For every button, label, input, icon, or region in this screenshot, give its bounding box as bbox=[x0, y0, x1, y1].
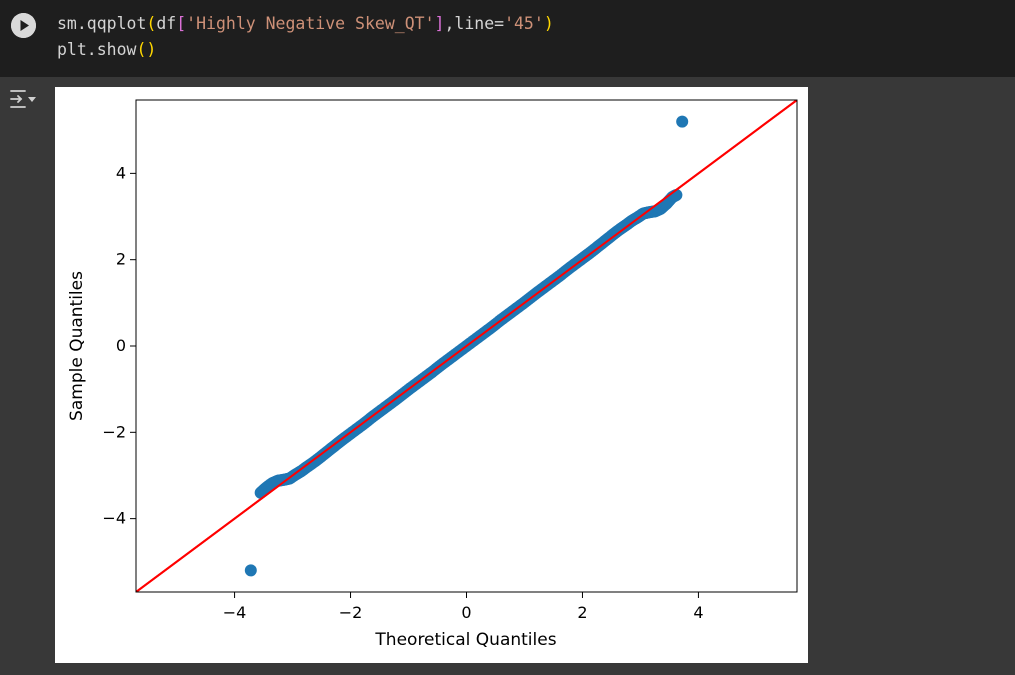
y-axis-label: Sample Quantiles bbox=[67, 271, 87, 421]
code-token: ( bbox=[146, 14, 157, 33]
y-tick-label: 0 bbox=[116, 336, 126, 355]
x-tick-label: −4 bbox=[223, 603, 247, 622]
output-collapse-icon bbox=[10, 90, 36, 108]
x-tick-label: −2 bbox=[339, 603, 363, 622]
code-line-1: sm.qqplot(df['Highly Negative Skew_QT'],… bbox=[57, 14, 554, 33]
x-tick-label: 0 bbox=[461, 603, 471, 622]
code-cell-input[interactable]: sm.qqplot(df['Highly Negative Skew_QT'],… bbox=[0, 0, 1015, 77]
code-token: sm.qqplot bbox=[57, 14, 147, 33]
y-tick-label: 4 bbox=[116, 163, 126, 182]
code-token: [ bbox=[176, 14, 187, 33]
code-editor[interactable]: sm.qqplot(df['Highly Negative Skew_QT'],… bbox=[57, 11, 554, 63]
run-cell-button[interactable] bbox=[11, 13, 36, 38]
x-tick-label: 4 bbox=[693, 603, 703, 622]
y-tick-label: −4 bbox=[102, 509, 126, 528]
play-circle-icon bbox=[11, 13, 36, 38]
code-string: '45' bbox=[504, 14, 544, 33]
data-point bbox=[244, 564, 257, 577]
code-token: plt.show bbox=[57, 40, 137, 59]
y-tick-label: 2 bbox=[116, 250, 126, 269]
x-axis-label: Theoretical Quantiles bbox=[374, 630, 556, 650]
code-token: ] bbox=[434, 14, 445, 33]
code-token: ,line= bbox=[444, 14, 505, 33]
y-tick-label: −2 bbox=[102, 422, 126, 441]
code-token: ) bbox=[543, 14, 554, 33]
data-point bbox=[676, 115, 689, 128]
code-string: 'Highly Negative Skew_QT' bbox=[186, 14, 435, 33]
qq-chart: −4 −2 0 2 4 −4 −2 0 2 4 Theoretical Quantiles Sa… bbox=[67, 99, 798, 650]
code-token: () bbox=[136, 40, 157, 59]
x-tick-label: 2 bbox=[577, 603, 587, 622]
output-toggle-button[interactable] bbox=[9, 87, 37, 111]
reference-line-overlay bbox=[136, 100, 797, 592]
qqplot-figure: −4 −2 0 2 4 −4 −2 0 2 4 Theoretical Quantiles Sa… bbox=[55, 87, 808, 663]
code-line-2: plt.show() bbox=[57, 40, 156, 59]
code-token: df bbox=[156, 14, 177, 33]
